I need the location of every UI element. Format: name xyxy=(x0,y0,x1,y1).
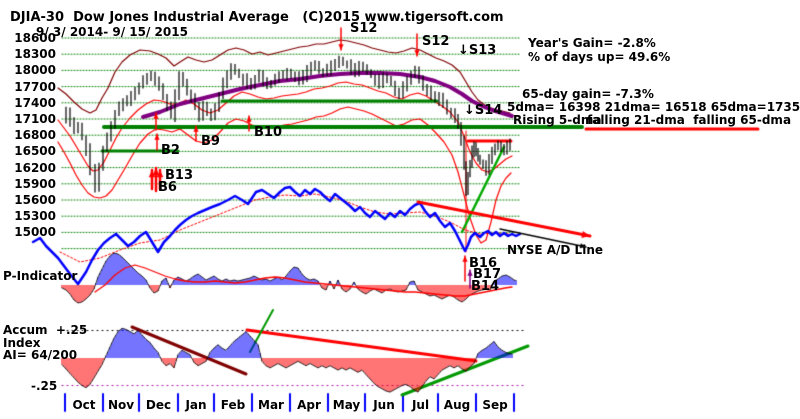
stat-dma-values: 5dma= 16398 21dma= 16518 65dma=17357 xyxy=(507,100,800,114)
accum-label: Accum +.25 xyxy=(3,323,88,337)
month-label: May xyxy=(332,398,361,412)
y-axis-label: 18000 xyxy=(14,63,56,78)
y-axis-label: 16200 xyxy=(14,160,56,175)
y-axis-label: 17700 xyxy=(14,79,56,94)
month-label: Dec xyxy=(145,398,172,412)
signal-label-B17: B17 xyxy=(473,267,501,282)
y-axis-label: 15000 xyxy=(14,225,56,240)
ad-line-label: NYSE A/D Line xyxy=(507,243,603,257)
month-label: Nov xyxy=(107,398,135,412)
month-label: Feb xyxy=(220,398,246,412)
p-indicator-label: P-Indicator xyxy=(3,269,78,283)
signal-label-B9: B9 xyxy=(201,134,220,149)
y-axis-label: 15900 xyxy=(14,176,56,191)
signal-label-B13: B13 xyxy=(165,168,193,183)
month-label: Jan xyxy=(185,398,207,412)
month-label: Aug xyxy=(443,398,471,412)
stat-pct-days-up: % of days up= 49.6% xyxy=(528,50,671,64)
y-axis-label: 18600 xyxy=(14,31,56,45)
y-axis-label: 17100 xyxy=(14,112,56,126)
signal-label-B10: B10 xyxy=(254,125,282,140)
accum-ai-label: AI= 64/200 xyxy=(3,348,78,362)
y-axis-label: 15600 xyxy=(14,193,56,207)
signal-label-S12: S12 xyxy=(422,34,450,49)
y-axis-label: 15300 xyxy=(14,209,56,224)
accum-minus25-label: -.25 xyxy=(31,379,58,393)
date-range: 9/ 3/ 2014- 9/ 15/ 2015 xyxy=(36,25,188,39)
y-axis-label: 16800 xyxy=(14,128,56,143)
month-label: Sep xyxy=(482,398,508,412)
y-axis-label: 16500 xyxy=(14,144,56,159)
chart-title: DJIA-30 Dow Jones Industrial Average (C)… xyxy=(10,10,504,25)
stat-dma-falling: falling 21-dma falling 65-dma xyxy=(587,113,792,127)
signal-label-S14: ↓S14 xyxy=(464,103,503,118)
stat-years-gain: Year's Gain= -2.8% xyxy=(528,36,656,50)
signal-label-B6: B6 xyxy=(158,180,177,195)
signal-label-B2: B2 xyxy=(161,143,180,158)
signal-label-S12: S12 xyxy=(350,21,378,36)
month-label: Oct xyxy=(72,398,96,412)
accum-index-label: Index xyxy=(3,336,41,350)
signal-label-B16: B16 xyxy=(469,256,497,271)
y-axis-label: 17400 xyxy=(14,95,56,110)
stat-dma-rising: Rising 5-dma xyxy=(513,113,602,127)
signal-label-S13: ↓S13 xyxy=(458,43,497,58)
y-axis-label: 18300 xyxy=(14,47,56,62)
signal-label-B14: B14 xyxy=(471,279,499,294)
month-label: Mar xyxy=(258,398,284,412)
stat-65day-gain: 65-day gain= -7.3% xyxy=(522,87,654,101)
month-label: Jul xyxy=(411,398,430,412)
month-label: Apr xyxy=(297,398,321,412)
month-label: Jun xyxy=(373,398,395,412)
